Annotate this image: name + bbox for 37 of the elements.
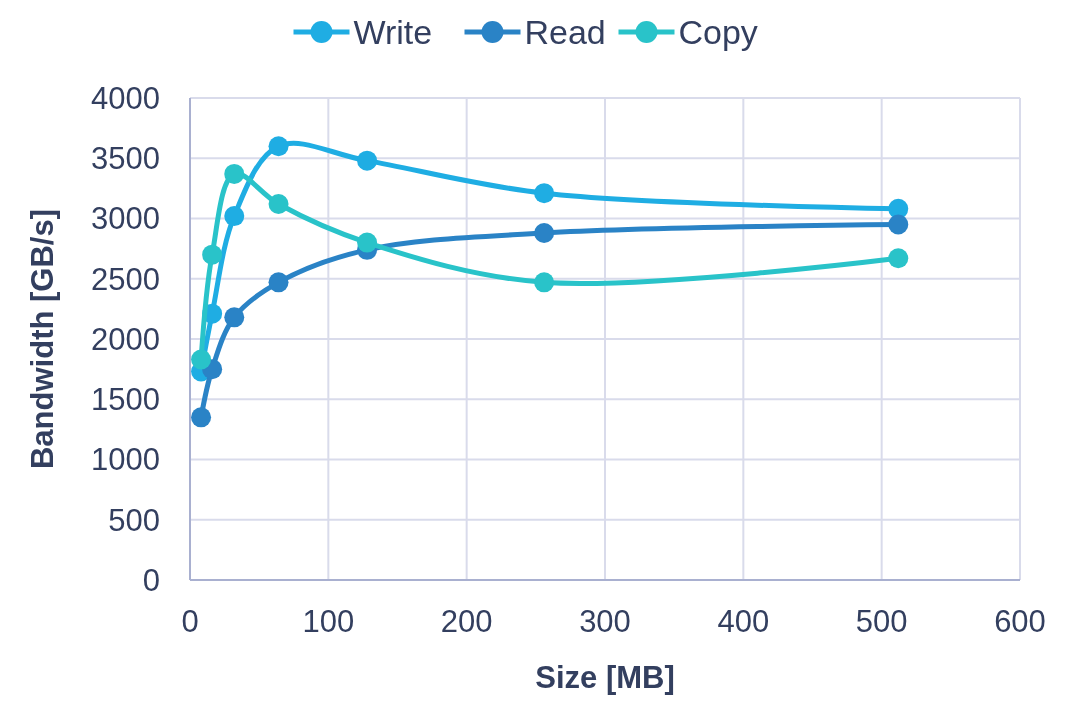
y-tick-label: 2500 <box>91 261 160 297</box>
y-tick-label: 1500 <box>91 382 160 418</box>
y-tick-label: 500 <box>108 502 160 538</box>
x-tick-label: 500 <box>855 604 908 639</box>
point <box>224 206 245 227</box>
point <box>534 222 555 243</box>
point <box>357 150 378 171</box>
point <box>534 183 555 204</box>
x-tick-label: 100 <box>302 604 355 639</box>
y-tick-label: 4000 <box>91 80 160 116</box>
x-tick-label: 400 <box>717 604 770 639</box>
y-tick-label: 3000 <box>91 201 160 237</box>
point <box>224 307 245 328</box>
point <box>357 232 378 253</box>
point <box>534 272 555 293</box>
y-axis-title: Bandwidth [GB/s] <box>25 208 60 470</box>
y-tick-label: 3500 <box>91 141 160 177</box>
point <box>268 194 289 215</box>
x-axis-title: Size [MB] <box>535 660 675 695</box>
point <box>224 163 245 184</box>
point <box>268 272 289 293</box>
x-tick-label: 600 <box>994 604 1046 639</box>
x-tick-label: 200 <box>440 604 493 639</box>
point <box>191 349 212 370</box>
y-tick-label: 1000 <box>91 442 160 478</box>
point <box>888 248 909 269</box>
point <box>202 244 223 265</box>
y-tick-label: 0 <box>142 562 160 598</box>
point <box>191 407 212 428</box>
legend-label: Write <box>353 12 433 51</box>
point <box>888 214 909 235</box>
x-tick-label: 300 <box>579 604 631 639</box>
y-tick-label: 2000 <box>91 321 160 357</box>
legend-label: Copy <box>678 12 758 51</box>
point <box>268 136 289 157</box>
legend-label: Read <box>524 12 606 51</box>
x-tick-label: 0 <box>181 604 199 639</box>
